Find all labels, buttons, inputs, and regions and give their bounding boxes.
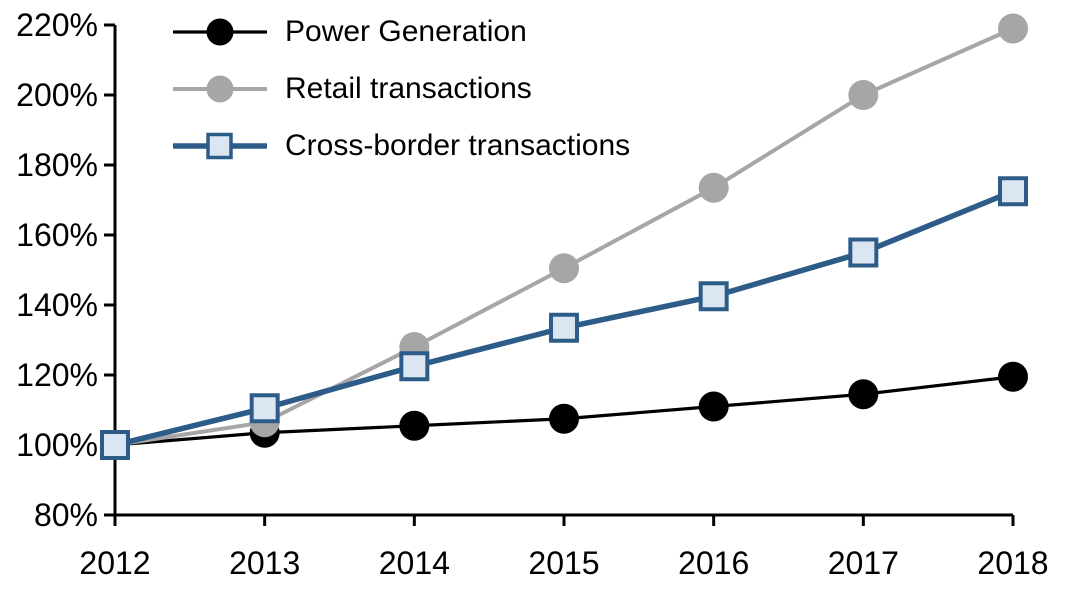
data-point-retail-transactions	[549, 253, 579, 284]
legend-swatch-shape	[206, 75, 234, 102]
y-tick-label: 160%	[16, 217, 98, 253]
y-tick-label: 120%	[16, 357, 98, 393]
y-tick-label: 180%	[16, 147, 98, 183]
data-point-power-generation	[698, 391, 729, 422]
x-tick-label: 2016	[678, 545, 749, 581]
legend-label: Retail transactions	[285, 71, 532, 105]
data-point-cross-border-transactions	[399, 351, 430, 382]
data-point-power-generation	[848, 379, 879, 410]
circle-marker-icon	[173, 75, 267, 102]
legend-item-retail-transactions: Retail transactions	[172, 60, 630, 117]
square-marker-icon	[173, 132, 267, 159]
data-point-power-generation	[998, 361, 1028, 392]
y-tick-label: 100%	[16, 427, 98, 463]
y-tick-label: 80%	[34, 497, 98, 533]
legend-label: Power Generation	[285, 14, 527, 48]
data-point-cross-border-transactions	[100, 430, 130, 460]
x-tick-label: 2015	[528, 545, 599, 581]
x-tick-label: 2017	[828, 545, 899, 581]
data-point-power-generation	[549, 403, 579, 434]
legend-swatch-shape	[206, 18, 234, 45]
legend: Power Generation Retail transactions Cro…	[172, 3, 630, 174]
x-tick-label: 2018	[977, 545, 1048, 581]
y-tick-label: 200%	[16, 77, 98, 113]
data-point-power-generation	[399, 410, 430, 441]
y-tick-label: 220%	[16, 7, 98, 43]
data-point-retail-transactions	[848, 80, 879, 110]
data-point-cross-border-transactions	[848, 237, 879, 268]
data-point-retail-transactions	[998, 13, 1028, 44]
data-point-cross-border-transactions	[549, 312, 579, 343]
legend-label: Cross-border transactions	[285, 128, 631, 162]
data-point-cross-border-transactions	[698, 281, 729, 312]
data-point-cross-border-transactions	[249, 393, 280, 424]
legend-item-power-generation: Power Generation	[172, 3, 630, 60]
x-tick-label: 2013	[229, 545, 300, 581]
legend-swatch-shape	[206, 132, 233, 159]
data-point-cross-border-transactions	[998, 176, 1028, 207]
circle-marker-icon	[173, 18, 267, 45]
data-point-retail-transactions	[698, 172, 729, 203]
y-tick-label: 140%	[16, 287, 98, 323]
x-tick-label: 2012	[79, 545, 150, 581]
legend-item-cross-border-transactions: Cross-border transactions	[172, 117, 630, 174]
x-tick-label: 2014	[379, 545, 450, 581]
